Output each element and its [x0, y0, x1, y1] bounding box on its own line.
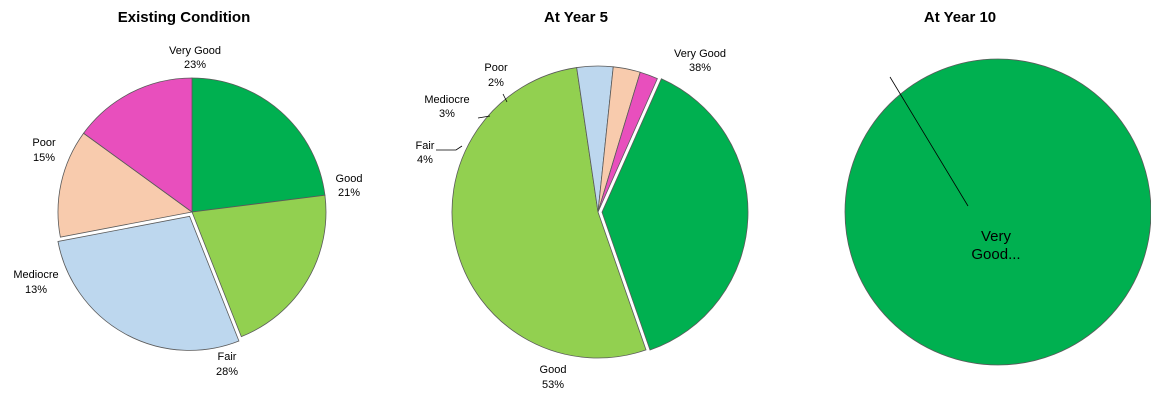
leader-line-mediocre [477, 115, 491, 119]
pie-slice-very-good [844, 58, 1151, 366]
label-value-very-good: 23% [184, 59, 206, 71]
label-name-very-good: Very Good [169, 45, 221, 57]
slices-year-5 [451, 65, 749, 359]
label-value-good: 21% [338, 187, 360, 199]
label-value-good: 53% [542, 379, 564, 391]
pie-slice-poor [83, 77, 193, 213]
label-value-fair: 28% [216, 366, 238, 378]
pie-slice-mediocre [57, 132, 193, 238]
label-name-poor: Poor [484, 62, 508, 74]
label-name-fair: Fair [218, 351, 237, 363]
pie-slice-very-good [601, 78, 749, 351]
label-name-poor: Poor [32, 137, 56, 149]
label-name-mediocre: Mediocre [424, 94, 469, 106]
pie-chart-year-10: At Year 10 Very Good... [844, 9, 1151, 366]
slices-year-10 [844, 58, 1151, 366]
label-name-good: Good [540, 364, 567, 376]
label-value-poor: 2% [488, 77, 504, 89]
label-name-very-good: Very Good [674, 48, 726, 60]
label-name-very-good-line-2: Good... [971, 246, 1020, 263]
chart-title-year-10: At Year 10 [924, 9, 996, 26]
chart-title-existing-condition: Existing Condition [118, 9, 251, 26]
pie-chart-year-5: At Year 5 Very Good 38% Good 53% Fair 4%… [416, 9, 749, 391]
leader-line-very-good [889, 76, 969, 207]
pie-slice-very-good [191, 77, 326, 213]
leader-line-fair [436, 145, 463, 151]
slices-existing-condition [57, 77, 327, 351]
label-value-fair: 4% [417, 154, 433, 166]
pie-slice-good [191, 194, 327, 338]
label-value-mediocre: 13% [25, 284, 47, 296]
pie-slice-good [451, 67, 647, 359]
label-name-good: Good [336, 173, 363, 185]
pie-slice-poor [597, 71, 658, 213]
pie-chart-existing-condition: Existing Condition Very Good 23% Good 21… [13, 9, 362, 378]
label-value-poor: 15% [33, 152, 55, 164]
label-name-very-good-line-1: Very [981, 228, 1012, 245]
label-name-mediocre: Mediocre [13, 269, 58, 281]
pie-slice-fair [57, 215, 240, 351]
chart-title-year-5: At Year 5 [544, 9, 608, 26]
leader-line-poor [502, 93, 508, 103]
label-value-very-good: 38% [689, 62, 711, 74]
label-name-fair: Fair [416, 140, 435, 152]
label-value-mediocre: 3% [439, 108, 455, 120]
